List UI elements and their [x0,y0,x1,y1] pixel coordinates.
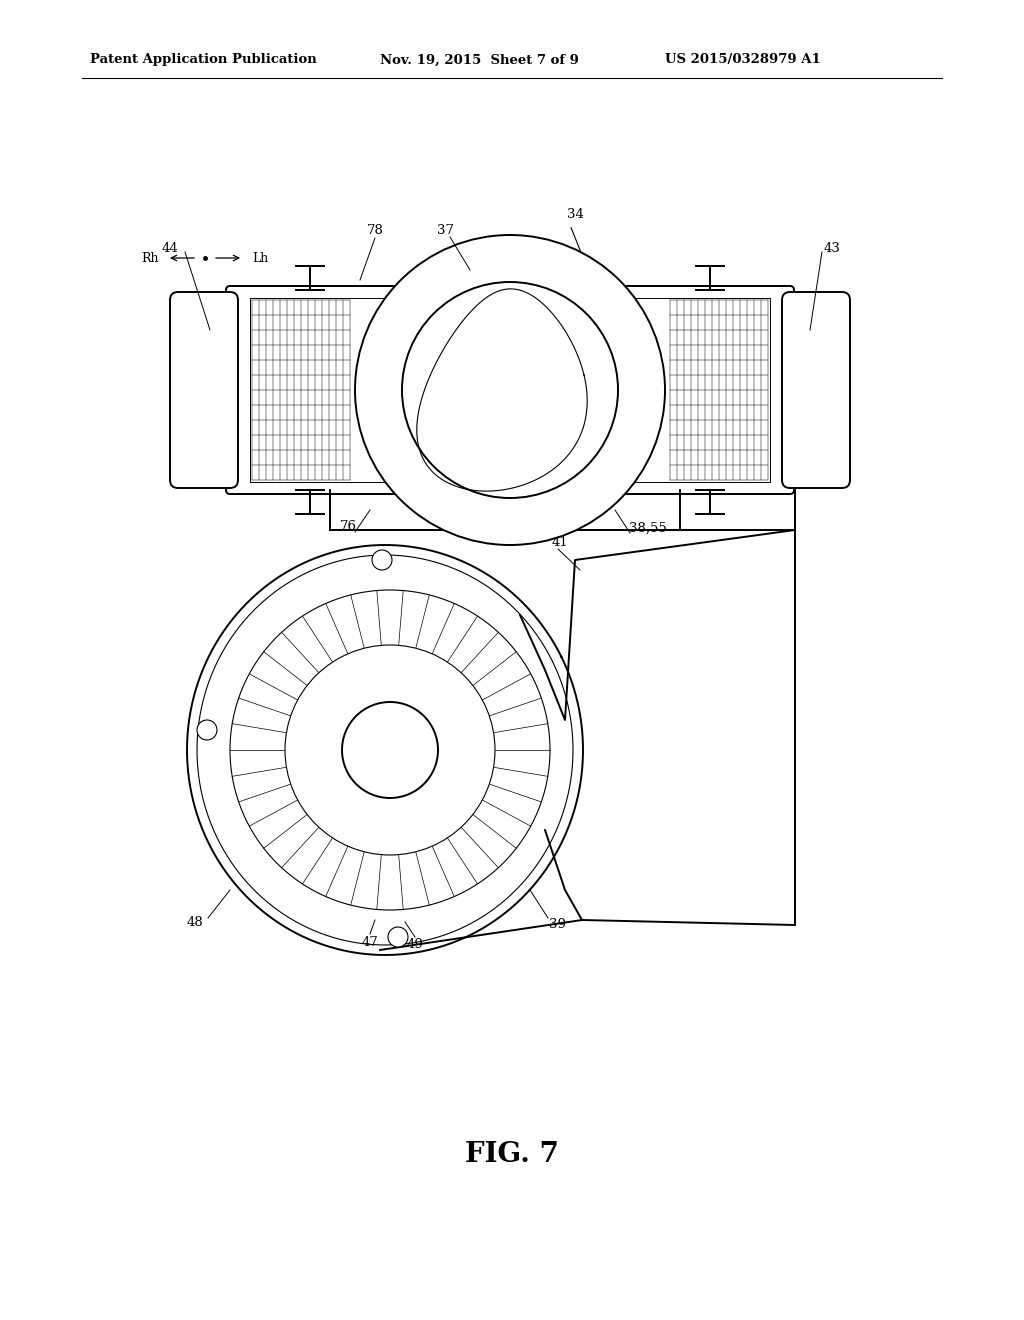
Circle shape [355,235,665,545]
FancyBboxPatch shape [226,286,794,494]
Circle shape [197,719,217,741]
Text: 49: 49 [407,939,424,952]
Text: 41: 41 [552,536,568,549]
Text: 38,55: 38,55 [629,521,667,535]
Text: Nov. 19, 2015  Sheet 7 of 9: Nov. 19, 2015 Sheet 7 of 9 [380,54,579,66]
Circle shape [388,927,408,946]
Text: Rh: Rh [141,252,159,264]
Circle shape [402,282,618,498]
Circle shape [285,645,495,855]
FancyBboxPatch shape [782,292,850,488]
Text: US 2015/0328979 A1: US 2015/0328979 A1 [665,54,821,66]
Text: FIG. 7: FIG. 7 [465,1142,559,1168]
Text: 37: 37 [436,223,454,236]
Text: 47: 47 [361,936,379,949]
Text: 48: 48 [186,916,204,928]
Text: 44: 44 [162,242,178,255]
Text: 78: 78 [367,223,383,236]
Text: 43: 43 [823,242,841,255]
FancyBboxPatch shape [170,292,238,488]
Bar [250,298,770,482]
Text: 34: 34 [566,209,584,222]
Text: Patent Application Publication: Patent Application Publication [90,54,316,66]
Text: 39: 39 [550,919,566,932]
Text: 76: 76 [340,520,356,533]
Text: Lh: Lh [252,252,268,264]
Circle shape [372,550,392,570]
Circle shape [342,702,438,799]
